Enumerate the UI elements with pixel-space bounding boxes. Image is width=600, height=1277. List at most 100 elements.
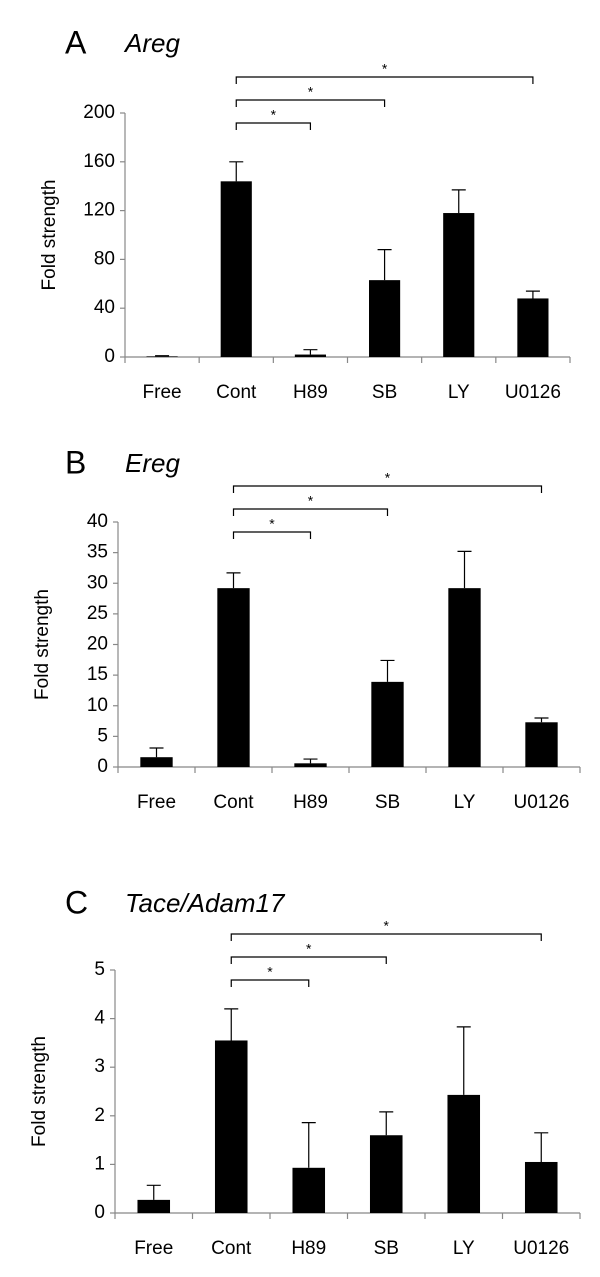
x-tick-label: U0126: [505, 382, 561, 403]
x-tick-label: LY: [453, 1238, 475, 1259]
significance-bracket: [235, 76, 534, 84]
chart-title: Ereg: [125, 448, 180, 478]
y-tick-label: 35: [87, 542, 108, 563]
y-tick-label: 30: [87, 572, 108, 593]
bar: [447, 1094, 481, 1213]
y-tick-label: 25: [87, 603, 108, 624]
bar: [146, 356, 178, 357]
panel-label: C: [65, 884, 88, 920]
y-tick-label: 120: [83, 200, 115, 221]
bar: [369, 1135, 403, 1213]
bar: [524, 1161, 558, 1213]
panel-label: B: [65, 444, 86, 480]
error-bar: [525, 290, 540, 299]
significance-label: *: [271, 107, 277, 123]
x-tick-label: Cont: [216, 382, 257, 403]
error-bar: [303, 349, 318, 355]
bar: [525, 722, 558, 767]
significance-label: *: [384, 918, 390, 934]
bar: [517, 298, 549, 357]
significance-bracket: [232, 485, 543, 493]
bar: [292, 1167, 326, 1213]
error-bar: [155, 355, 170, 357]
y-tick-label: 2: [94, 1105, 105, 1126]
bar: [294, 763, 327, 767]
significance-bracket: [235, 99, 386, 107]
y-tick-label: 40: [94, 297, 115, 318]
error-bar: [456, 1026, 471, 1095]
x-tick-label: H89: [293, 792, 328, 813]
error-bar: [224, 1008, 239, 1041]
y-axis-label: Fold strength: [29, 1036, 50, 1147]
error-bar: [534, 1132, 549, 1162]
error-bar: [380, 659, 395, 682]
error-bar: [379, 1111, 394, 1136]
x-tick-label: Cont: [211, 1238, 252, 1259]
error-bar: [534, 717, 549, 723]
y-tick-label: 0: [94, 1202, 105, 1223]
error-bar: [301, 1122, 316, 1168]
y-tick-label: 3: [94, 1056, 105, 1077]
bar: [294, 354, 326, 357]
y-tick-label: 10: [87, 695, 108, 716]
chart-title: Tace/Adam17: [125, 888, 286, 918]
error-bar: [146, 1184, 161, 1200]
bar: [369, 280, 401, 357]
x-tick-label: Free: [137, 792, 176, 813]
x-tick-label: Free: [143, 382, 182, 403]
y-axis-label: Fold strength: [32, 589, 53, 700]
significance-bracket: [232, 531, 312, 539]
bar: [443, 213, 475, 357]
error-bar: [303, 758, 318, 764]
x-tick-label: Cont: [213, 792, 254, 813]
significance-bracket: [230, 956, 387, 964]
significance-label: *: [267, 964, 273, 980]
error-bar: [377, 249, 392, 281]
bar: [214, 1040, 248, 1213]
y-tick-label: 160: [83, 151, 115, 172]
y-tick-label: 80: [94, 248, 115, 269]
y-axis-label: Fold strength: [39, 180, 60, 291]
x-tick-label: SB: [374, 1238, 399, 1259]
bar: [220, 181, 252, 357]
bar: [448, 588, 481, 767]
y-tick-label: 20: [87, 634, 108, 655]
y-tick-label: 5: [94, 959, 105, 980]
y-tick-label: 40: [87, 511, 108, 532]
bar: [371, 681, 404, 767]
x-tick-label: H89: [291, 1238, 326, 1259]
significance-bracket: [235, 122, 312, 130]
x-tick-label: U0126: [514, 792, 570, 813]
x-tick-label: SB: [372, 382, 397, 403]
significance-bracket: [232, 508, 389, 516]
significance-bracket: [230, 933, 542, 941]
x-tick-label: SB: [375, 792, 400, 813]
chart-title: Areg: [123, 28, 180, 58]
y-tick-label: 4: [94, 1008, 105, 1029]
bar: [217, 588, 250, 767]
significance-bracket: [230, 979, 310, 987]
y-tick-label: 15: [87, 664, 108, 685]
y-tick-label: 200: [83, 102, 115, 123]
x-tick-label: Free: [134, 1238, 173, 1259]
x-tick-label: LY: [448, 382, 470, 403]
significance-label: *: [306, 941, 312, 957]
significance-label: *: [308, 493, 314, 509]
y-tick-label: 5: [97, 725, 108, 746]
error-bar: [149, 747, 164, 758]
y-tick-label: 0: [104, 346, 115, 367]
error-bar: [226, 572, 241, 589]
error-bar: [457, 550, 472, 589]
error-bar: [229, 161, 244, 182]
significance-label: *: [382, 61, 388, 77]
x-tick-label: LY: [454, 792, 476, 813]
significance-label: *: [385, 470, 391, 486]
x-tick-label: H89: [293, 382, 328, 403]
y-tick-label: 0: [97, 756, 108, 777]
significance-label: *: [269, 516, 275, 532]
y-tick-label: 1: [94, 1153, 105, 1174]
bar: [140, 757, 173, 767]
bar: [137, 1199, 171, 1213]
significance-label: *: [308, 84, 314, 100]
